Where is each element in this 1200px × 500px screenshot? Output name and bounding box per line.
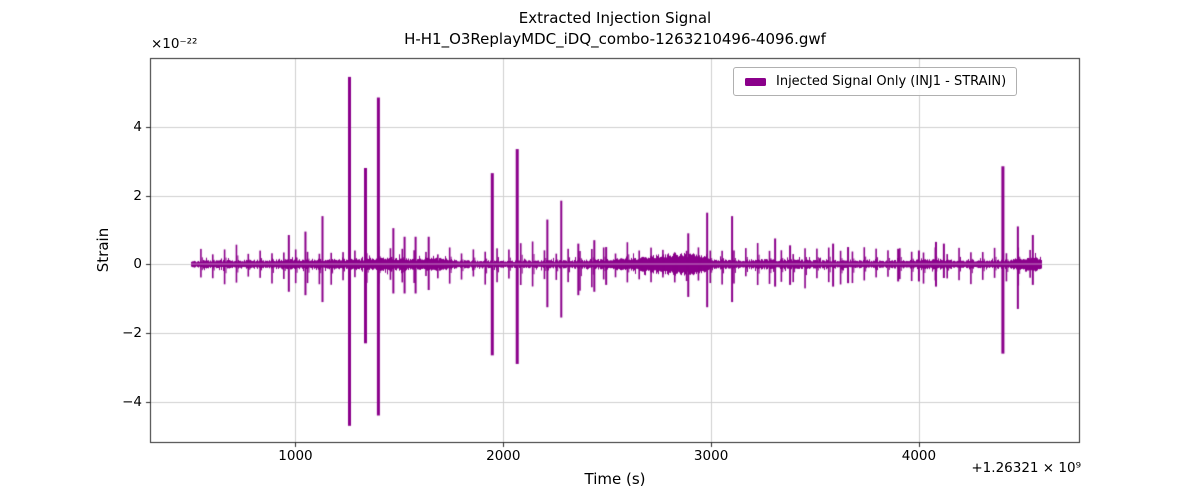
legend-label: Injected Signal Only (INJ1 - STRAIN): [776, 74, 1007, 89]
x-tick-label: 1000: [278, 448, 313, 464]
x-tick-label: 2000: [486, 448, 521, 464]
legend-box: Injected Signal Only (INJ1 - STRAIN): [733, 67, 1018, 96]
x-axis-offset-label: +1.26321 × 10⁹: [971, 460, 1081, 476]
x-tick-label: 3000: [693, 448, 729, 464]
y-axis-offset-label: ×10⁻²²: [151, 36, 198, 52]
y-tick-label: 2: [133, 187, 142, 204]
y-tick-label: 4: [133, 118, 142, 135]
y-tick-label: −2: [122, 325, 142, 341]
x-axis-label: Time (s): [584, 470, 646, 488]
legend-line-swatch: [745, 77, 766, 86]
y-tick-label: 0: [133, 256, 142, 273]
figure-title: Extracted Injection Signal: [518, 9, 712, 27]
x-tick-label: 4000: [901, 448, 937, 464]
figure-subtitle: H-H1_O3ReplayMDC_iDQ_combo-1263210496-40…: [404, 30, 826, 48]
y-tick-label: −4: [122, 393, 142, 410]
